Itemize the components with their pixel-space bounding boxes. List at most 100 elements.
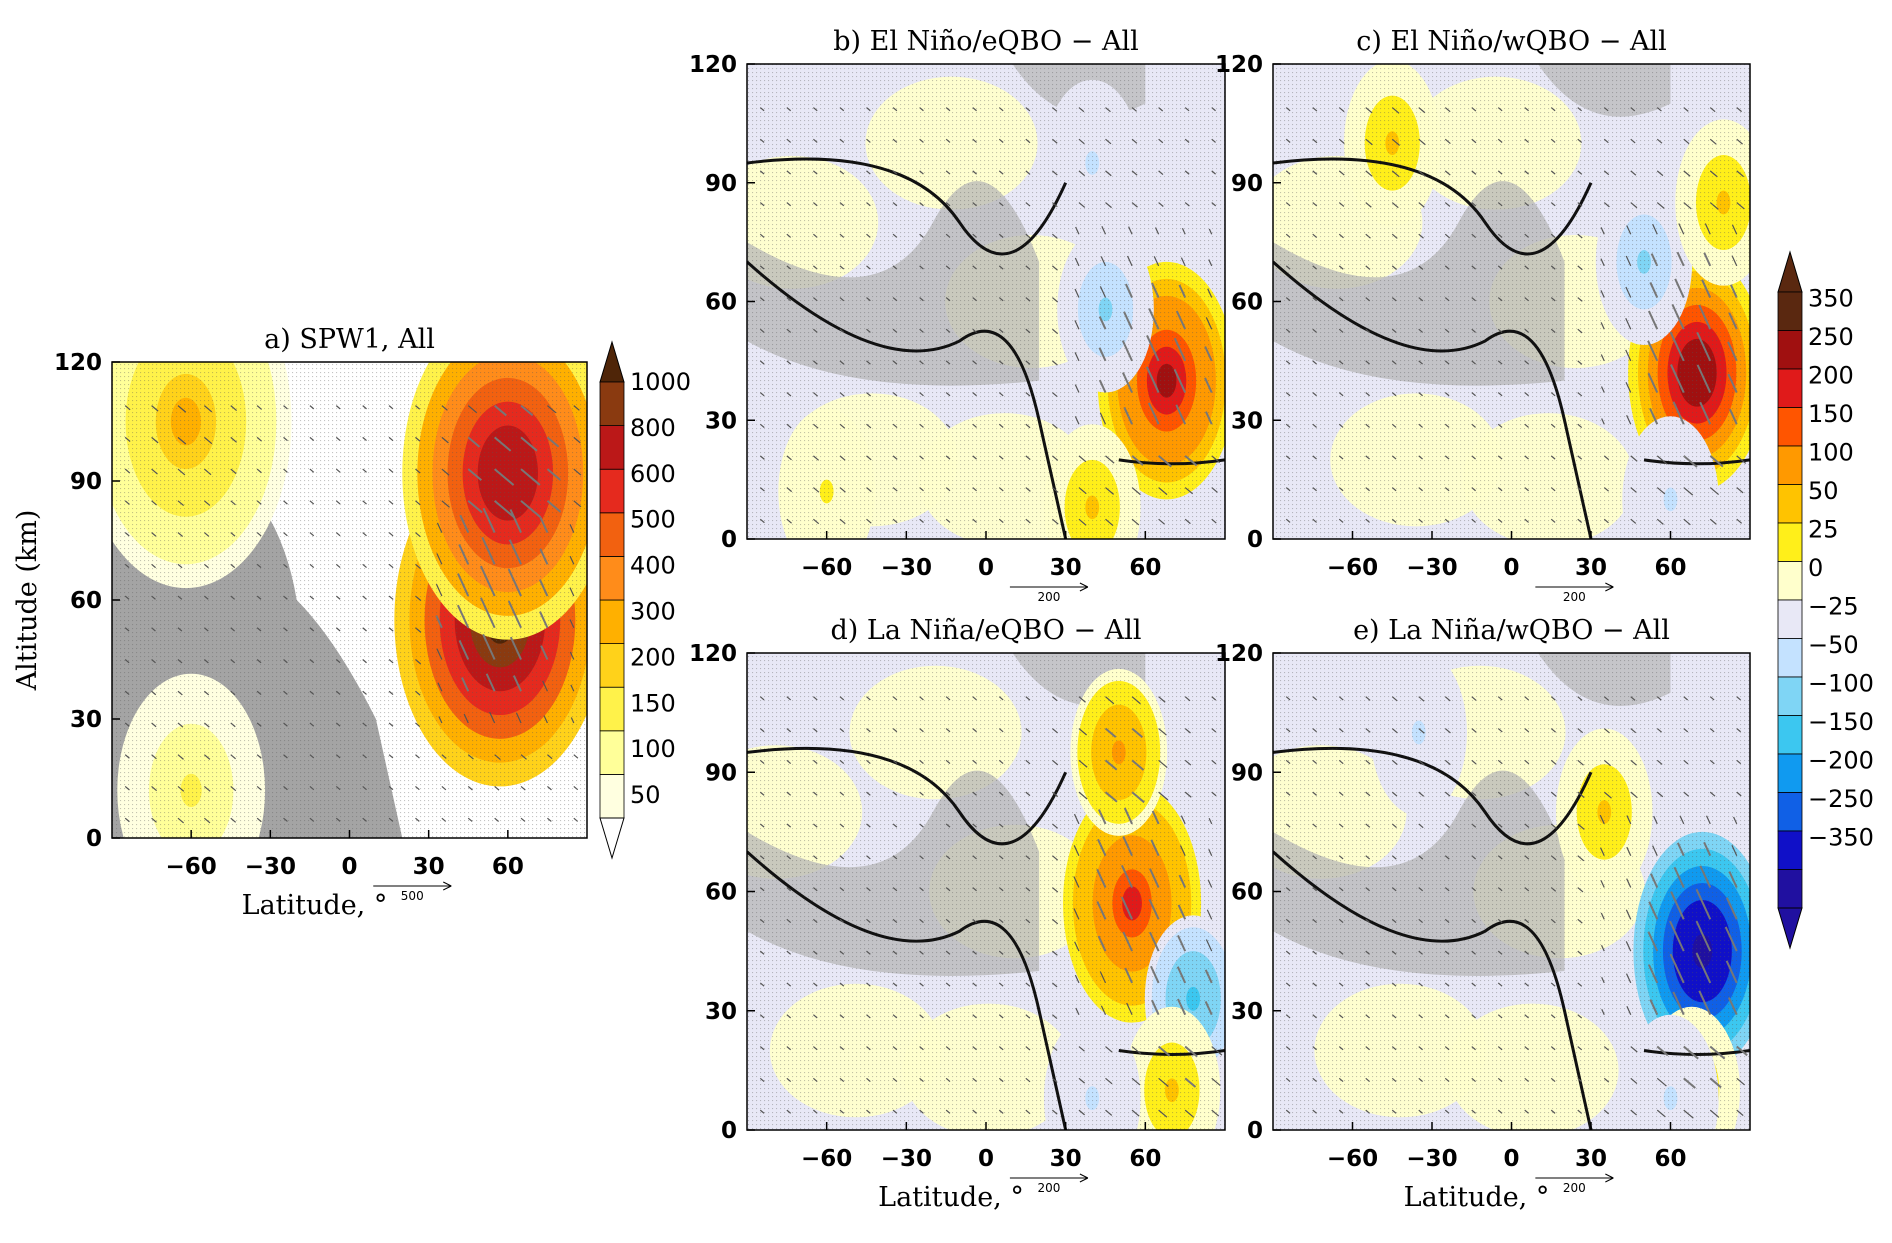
wind-vector [1669, 953, 1685, 984]
wind-vector [1656, 1077, 1667, 1087]
wind-vector [998, 887, 1004, 892]
wind-vector [1312, 855, 1317, 860]
wind-vector [1285, 855, 1291, 860]
wind-vector [1158, 791, 1169, 801]
wind-vector [1497, 233, 1503, 238]
wind-vector [786, 855, 792, 860]
wind-vector [1131, 1109, 1140, 1117]
wind-vector [1126, 1002, 1133, 1015]
wind-vector [1025, 823, 1031, 828]
wind-vector [1211, 202, 1217, 207]
wind-vector [813, 728, 818, 733]
wind-vector [256, 563, 262, 569]
wind-vector [1709, 138, 1717, 145]
wind-vector [839, 265, 845, 270]
wind-vector [1678, 223, 1685, 235]
wind-vector [1550, 982, 1556, 987]
wind-vector [1312, 791, 1317, 796]
wind-vector [972, 423, 977, 428]
wind-vector [1630, 107, 1636, 112]
wind-vector [283, 595, 288, 600]
wind-vector [1418, 1046, 1423, 1051]
wind-vector [1647, 931, 1659, 952]
wind-vector [998, 455, 1004, 460]
colorbar-segment [1777, 445, 1803, 485]
wind-vector [1105, 138, 1112, 145]
wind-vector [256, 785, 262, 791]
wind-vector [786, 918, 792, 924]
wind-vector [1630, 759, 1637, 766]
wind-vector [1683, 696, 1689, 701]
wind-vector [1497, 170, 1503, 175]
wind-vector [124, 532, 130, 537]
wind-vector [283, 500, 288, 505]
wind-vector [866, 982, 871, 987]
wind-vector [362, 627, 367, 632]
wind-vector [1391, 360, 1397, 365]
x-tick-label: 60 [1654, 555, 1686, 581]
wind-vector [866, 518, 872, 524]
wind-vector [972, 297, 977, 302]
wind-vector [972, 918, 977, 924]
stippling [1273, 653, 1750, 1130]
wind-vector [573, 817, 579, 822]
wind-vector [1338, 518, 1344, 523]
wind-vector [1600, 912, 1605, 920]
wind-vector [1703, 252, 1712, 267]
wind-vector [972, 1077, 977, 1083]
wind-vector [335, 754, 341, 759]
wind-vector [1052, 791, 1059, 798]
wind-vector [1418, 233, 1424, 239]
wind-vector [1131, 696, 1141, 705]
wind-vector [203, 563, 209, 569]
wind-vector [335, 532, 341, 537]
reference-vector-label: 200 [1037, 1181, 1060, 1195]
colorbar-label: 350 [1808, 285, 1854, 313]
wind-vector [1025, 297, 1031, 302]
stippling [747, 64, 1225, 539]
wind-vector [1211, 1077, 1221, 1087]
wind-vector [1338, 1014, 1344, 1019]
wind-vector [972, 233, 977, 238]
wind-vector [1121, 340, 1133, 362]
wind-vector [892, 1014, 898, 1019]
wind-vector [1365, 518, 1370, 523]
wind-vector [972, 759, 977, 765]
wind-vector [1418, 759, 1425, 766]
wind-vector [177, 500, 185, 507]
wind-vector [539, 517, 549, 533]
wind-vector [362, 722, 367, 727]
wind-vector [1471, 950, 1476, 955]
wind-vector [1052, 1014, 1058, 1020]
wind-vector [919, 423, 924, 428]
wind-vector [570, 717, 575, 724]
colorbar-segment [599, 425, 625, 470]
wind-vector [388, 595, 394, 600]
y-tick-label: 120 [1215, 52, 1263, 78]
wind-vector [1444, 392, 1450, 397]
wind-vector [1444, 170, 1451, 176]
wind-vector [540, 645, 549, 660]
wind-vector [1444, 855, 1450, 860]
wind-vector [1338, 487, 1344, 492]
wind-vector [1391, 759, 1398, 766]
wind-vector [1698, 304, 1712, 330]
wind-vector [1550, 107, 1556, 112]
wind-vector [1672, 401, 1685, 425]
wind-vector [1471, 107, 1477, 112]
colorbar-segment [1777, 599, 1803, 639]
wind-vector [1097, 809, 1107, 825]
wind-vector [1497, 728, 1503, 733]
wind-vector [1524, 360, 1529, 365]
wind-vector [998, 918, 1004, 924]
wind-vector [388, 436, 394, 442]
wind-vector [1100, 256, 1107, 267]
wind-vector [1025, 487, 1031, 492]
wind-vector [1052, 887, 1059, 893]
wind-vector [813, 170, 818, 175]
wind-vector [1285, 887, 1291, 892]
wind-vector [151, 817, 157, 823]
wind-vector [388, 722, 394, 727]
wind-vector [1683, 487, 1694, 496]
wind-vector [786, 455, 792, 461]
